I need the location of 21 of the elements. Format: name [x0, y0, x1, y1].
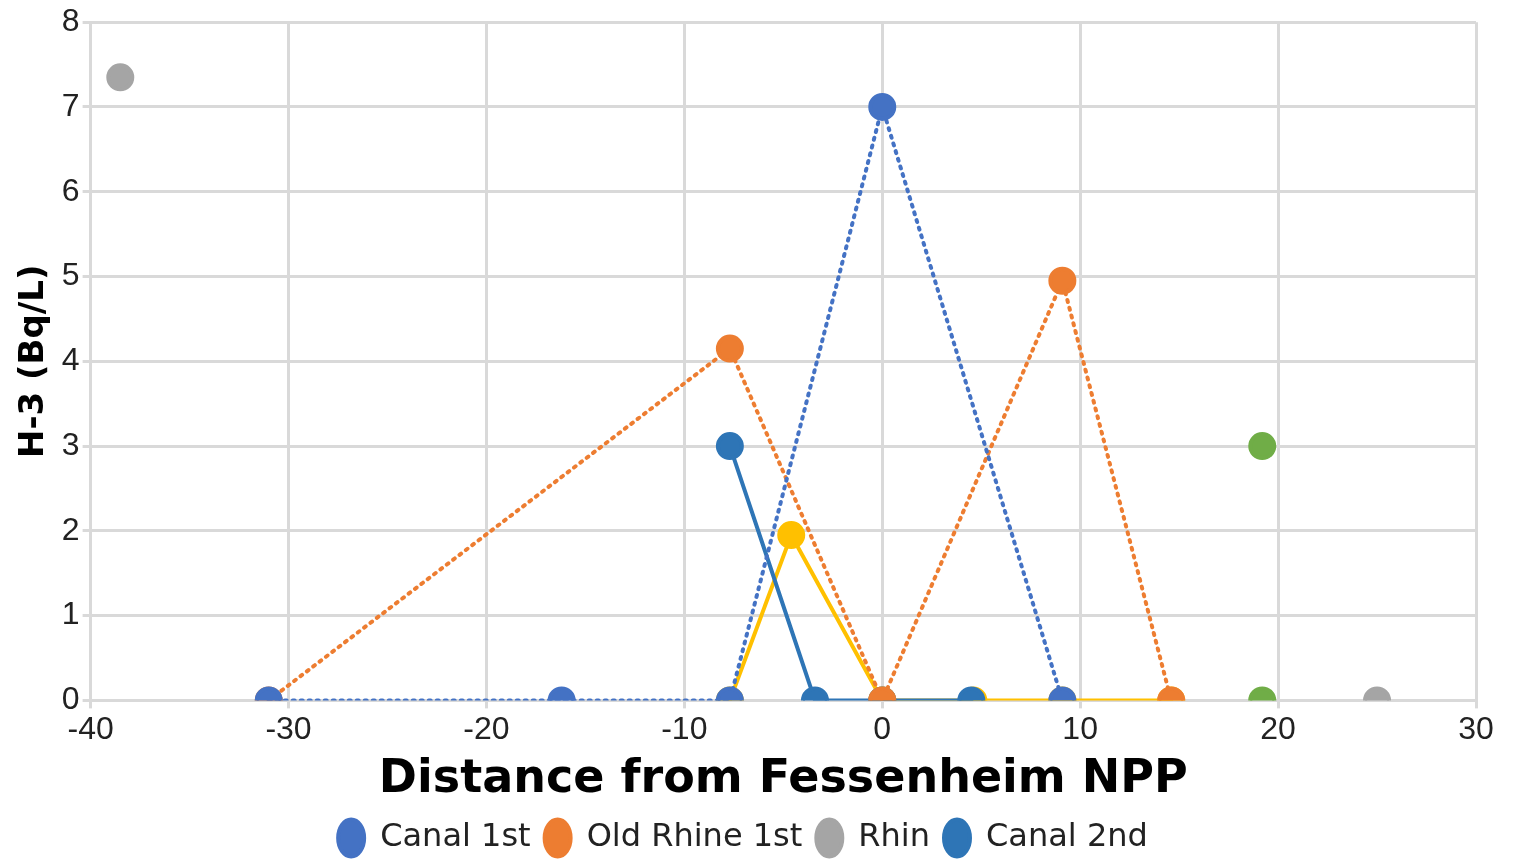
- x-tick-label: -30: [265, 710, 312, 747]
- legend-label: Canal 2nd: [986, 816, 1148, 855]
- y-tick-label: 3: [61, 425, 80, 462]
- x-tick-label: 20: [1260, 710, 1296, 747]
- y-tick-label: 8: [61, 2, 80, 39]
- y-tick-label: 7: [61, 86, 80, 123]
- x-tick-label: 30: [1458, 710, 1494, 747]
- y-tick-label: 2: [61, 510, 80, 547]
- y-tick-label: 1: [61, 595, 80, 632]
- y-tick-label: 6: [61, 171, 80, 208]
- legend-label: Canal 1st: [380, 816, 531, 855]
- x-tick-label: 0: [873, 710, 892, 747]
- y-axis-title: H-3 (Bq/L): [11, 264, 52, 459]
- y-tick-label: 5: [61, 256, 80, 293]
- x-axis-title: Distance from Fessenheim NPP: [378, 749, 1188, 804]
- x-tick-label: 10: [1062, 710, 1098, 747]
- x-tick-label: -20: [463, 710, 510, 747]
- y-tick-label: 4: [61, 341, 80, 378]
- legend-label: Rhin: [858, 816, 930, 855]
- x-tick-label: -10: [661, 710, 708, 747]
- legend-label: Old Rhine 1st: [586, 816, 803, 855]
